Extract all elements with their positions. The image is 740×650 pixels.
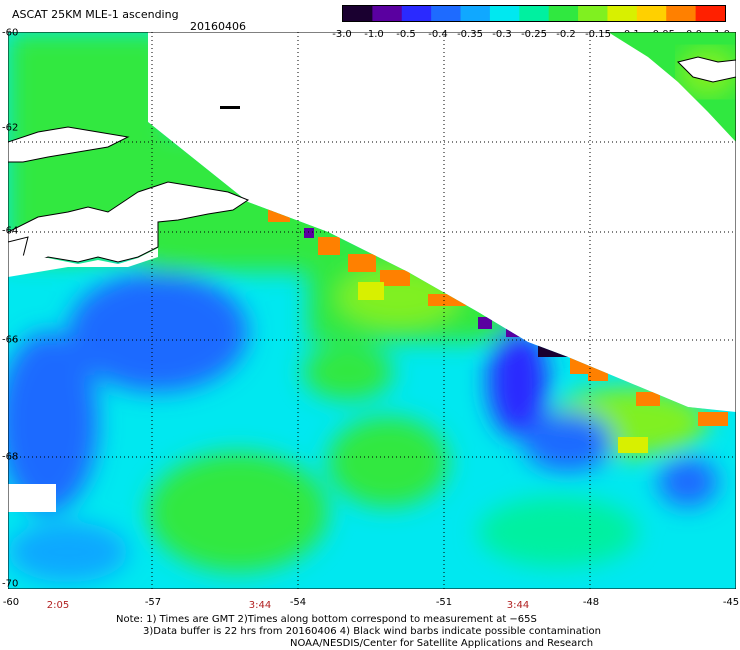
note-line-3: NOAA/NESDIS/Center for Satellite Applica…	[290, 638, 594, 649]
colorbar-swatch	[372, 6, 403, 21]
colorbar-label: -0.2	[556, 29, 576, 40]
lon-label: -48	[582, 597, 600, 608]
lat-label: -68	[2, 451, 19, 463]
colorbar-label: -0.25	[521, 29, 547, 40]
lon-label: -45	[722, 597, 740, 608]
colorbar-swatch	[666, 6, 697, 21]
map-title: ASCAT 25KM MLE-1 ascending	[12, 8, 179, 21]
colorbar	[342, 5, 726, 22]
colorbar-label: -0.35	[457, 29, 483, 40]
lat-label: -66	[2, 334, 19, 346]
colorbar-swatch	[607, 6, 638, 21]
colorbar-swatch	[578, 6, 609, 21]
colorbar-label: -1.0	[364, 29, 384, 40]
colorbar-swatch	[401, 6, 432, 21]
colorbar-swatch	[636, 6, 667, 21]
colorbar-label: -0.4	[428, 29, 448, 40]
wind-field-map	[8, 32, 736, 589]
colorbar-label: -0.15	[585, 29, 611, 40]
lon-label: -54	[289, 597, 307, 608]
colorbar-swatch	[695, 6, 725, 21]
lat-label: -62	[2, 122, 19, 134]
colorbar-label: -0.5	[396, 29, 416, 40]
colorbar-swatch	[460, 6, 491, 21]
lat-label: -60	[2, 27, 19, 39]
swath-data	[8, 32, 736, 589]
note-line-1: Note: 1) Times are GMT 2)Times along bot…	[116, 614, 537, 625]
time-label: 3:44	[248, 600, 272, 611]
colorbar-gradient	[343, 6, 725, 21]
colorbar-swatch	[343, 6, 373, 21]
lat-label: -70	[2, 578, 19, 590]
lon-label: -60	[2, 597, 20, 608]
colorbar-swatch	[489, 6, 520, 21]
lat-label: -64	[2, 225, 19, 237]
colorbar-swatch	[519, 6, 550, 21]
map-date: 20160406	[190, 20, 246, 33]
colorbar-swatch	[548, 6, 579, 21]
lon-label: -51	[435, 597, 453, 608]
ne-corner-data	[608, 32, 736, 142]
island-marker	[220, 106, 240, 109]
colorbar-label: -3.0	[332, 29, 352, 40]
graticule	[8, 32, 736, 589]
note-line-2: 3)Data buffer is 22 hrs from 20160406 4)…	[143, 626, 601, 637]
colorbar-swatch	[431, 6, 462, 21]
time-label: 2:05	[46, 600, 70, 611]
land	[8, 248, 158, 277]
time-label: 3:44	[506, 600, 530, 611]
lon-label: -57	[144, 597, 162, 608]
colorbar-label: -0.3	[492, 29, 512, 40]
